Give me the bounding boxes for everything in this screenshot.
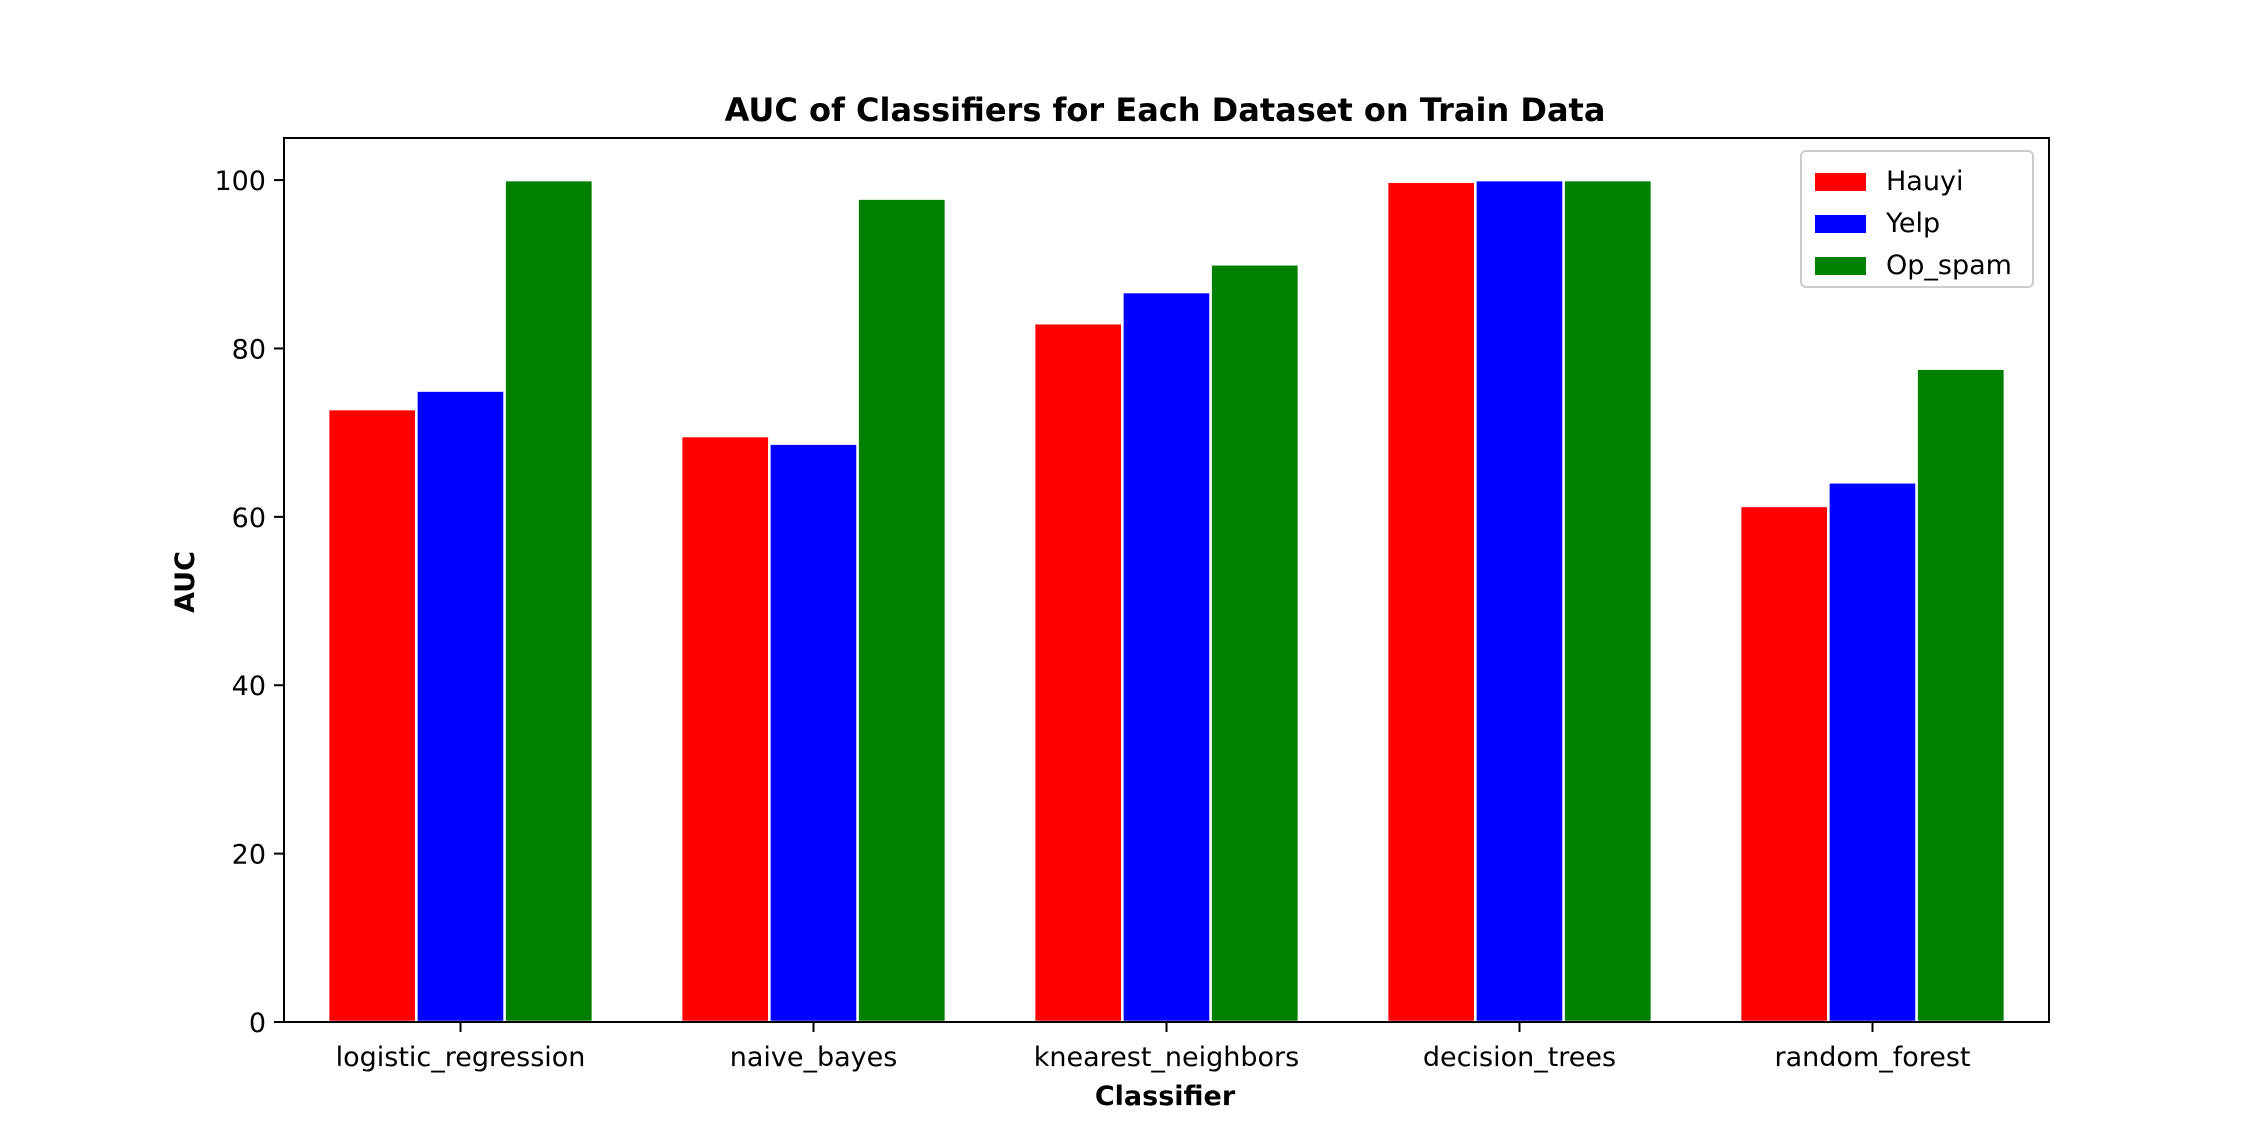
bar-hauyi-random-forest [1738,504,1830,1024]
x-tick-label: logistic_regression [336,1042,586,1073]
legend-label: Hauyi [1886,166,1963,197]
y-tick-label: 0 [249,1008,266,1039]
bar-op-spam-random-forest [1915,367,2007,1024]
y-axis-label: AUC [170,551,201,613]
legend-swatch [1815,215,1866,233]
x-tick-label: knearest_neighbors [1034,1042,1299,1073]
bar-yelp-naive-bayes [768,442,859,1024]
chart-title: AUC of Classifiers for Each Dataset on T… [725,91,1606,129]
y-tick-label: 60 [232,503,266,534]
plot-area: 0 20 40 60 80 100 logistic_regression naive_bay… [214,137,2050,1073]
bar-yelp-knearest-neighbors [1121,290,1212,1024]
bar-hauyi-knearest-neighbors [1032,321,1124,1024]
bar-op-spam-logistic-regression [503,178,595,1024]
x-axis-label: Classifier [1095,1081,1236,1112]
x-tick-label: random_forest [1774,1042,1970,1073]
y-tick-label: 20 [232,840,266,871]
legend-label: Yelp [1885,208,1940,239]
x-tick-label: naive_bayes [730,1042,898,1073]
y-tick-label: 100 [214,166,266,197]
bar-op-spam-decision-trees [1562,178,1654,1024]
legend-swatch [1815,257,1866,275]
bar-hauyi-decision-trees [1385,180,1477,1024]
bar-op-spam-naive-bayes [856,197,948,1024]
x-tick-label: decision_trees [1423,1042,1616,1073]
bar-yelp-random-forest [1827,481,1918,1024]
bar-hauyi-logistic-regression [326,407,418,1024]
y-tick-label: 40 [232,671,266,702]
y-tick-label: 80 [232,334,266,365]
bar-hauyi-naive-bayes [679,434,771,1024]
bar-yelp-logistic-regression [415,389,506,1024]
bar-yelp-decision-trees [1474,178,1565,1024]
legend: Hauyi Yelp Op_spam [1800,150,2034,288]
bar-op-spam-knearest-neighbors [1209,263,1301,1024]
legend-swatch [1815,173,1866,191]
legend-label: Op_spam [1886,250,2012,281]
